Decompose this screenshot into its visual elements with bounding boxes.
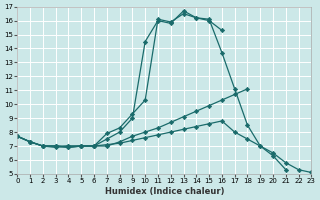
X-axis label: Humidex (Indice chaleur): Humidex (Indice chaleur) — [105, 187, 224, 196]
